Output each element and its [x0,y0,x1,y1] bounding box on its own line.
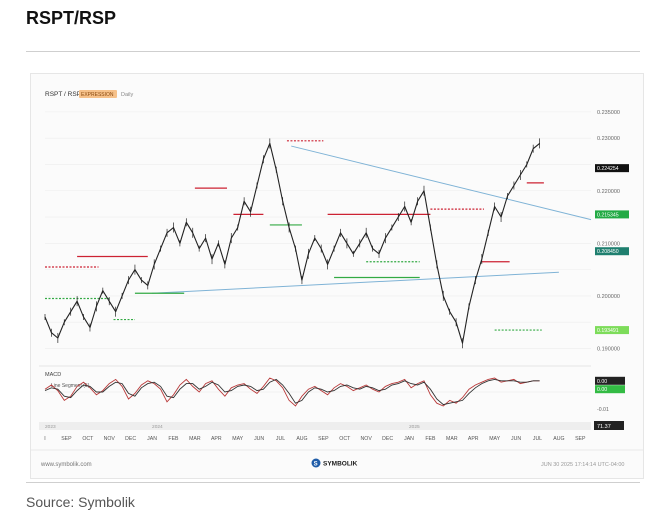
x-tick-label: SEP [61,436,72,442]
top-divider [26,51,640,52]
expression-badge-bg [79,90,117,98]
x-tick-label: DEC [125,436,136,442]
x-tick-label: AUG [296,436,307,442]
x-tick-label: SEP [318,436,329,442]
x-tick-label: DEC [382,436,393,442]
macd-legend: Line Segment (5) [51,383,90,389]
price-tag: 0.215345 [597,212,619,218]
scale-tag-bg [594,421,624,430]
price-tags: 0.224254 0.215345 0.208450 0.193491 [595,164,629,334]
x-tick-label: MAY [489,436,500,442]
macd-tick-label: 0.00 [597,387,607,393]
x-tick-label: MAR [446,436,458,442]
symbolik-logo-icon: S [311,458,321,468]
main-grid [45,111,591,349]
x-tick-label: OCT [82,436,94,442]
price-tag-bg [595,164,629,173]
x-axis: I SEP OCT NOV DEC JAN FEB MAR APR MAY JUN JUL AUG SEP… [44,424,586,442]
macd-tag-bg [595,376,625,385]
x-tick-label: APR [468,436,479,442]
footer-brand: SYMBOLIK [323,461,358,468]
trendline-lower [152,271,559,294]
y-tick-label: 0.235000 [597,110,620,116]
price-tag: 0.193491 [597,328,619,334]
year-marker: 2025 [409,424,420,430]
expression-badge: EXPRESSION [81,92,114,98]
macd-title: MACD [45,372,61,378]
y-tick-label: 0.220000 [597,189,620,195]
macd-tag-bg [595,385,625,394]
y-tick-label: 0.200000 [597,294,620,300]
macd-tick-label: -0.01 [597,407,609,413]
x-tick-label: I [44,436,45,442]
x-tick-label: NOV [104,436,116,442]
x-axis-band [39,422,591,430]
scale-tag: 71.37 [597,424,611,430]
year-marker: 2023 [45,424,56,430]
x-tick-label: APR [211,436,222,442]
y-tick-label: 0.230000 [597,136,620,142]
x-tick-label: JAN [404,436,414,442]
macd-panel: 0.00 0.00 -0.01 [44,376,625,413]
interval-label: Daily [121,92,133,98]
x-tick-label: FEB [425,436,436,442]
x-tick-label: NOV [361,436,373,442]
year-marker: 2024 [152,424,163,430]
series-line [44,142,540,344]
footer-timestamp: JUN 30 2025 17:14:14 UTC-04:00 [541,462,624,468]
x-tick-label: MAY [232,436,243,442]
x-tick-label: FEB [168,436,179,442]
bottom-divider [26,482,640,483]
price-series [44,138,540,349]
macd-tick-label: 0.00 [597,379,607,385]
trendline-upper [291,145,592,221]
y-tick-label: 0.210000 [597,241,620,247]
price-tag-bg [595,326,629,335]
price-tag: 0.208450 [597,249,619,255]
x-tick-label: AUG [553,436,564,442]
chart-frame: RSPT / RSP EXPRESSION Daily 0.190000 0.20… [30,73,644,479]
x-tick-label: JAN [147,436,157,442]
footer-website[interactable]: www.symbolik.com [40,462,92,468]
source-caption: Source: Symbolik [26,494,135,510]
x-tick-label: OCT [339,436,351,442]
x-tick-label: SEP [575,436,586,442]
x-tick-label: JUL [533,436,542,442]
trendlines [152,145,592,294]
price-tag-bg [595,210,629,219]
macd-macd-line [44,377,540,407]
price-tag-bg [595,247,629,256]
svg-text:S: S [314,462,318,468]
x-tick-label: JUL [276,436,285,442]
macd-signal-line [44,378,540,406]
x-tick-label: MAR [189,436,201,442]
y-tick-label: 0.190000 [597,346,620,352]
price-tag: 0.224254 [597,166,619,172]
y-axis: 0.190000 0.200000 0.210000 0.220000 0.230000… [597,110,620,353]
instrument-label: RSPT / RSP [45,91,81,98]
x-tick-label: JUN [511,436,521,442]
x-tick-label: JUN [254,436,264,442]
chart-svg: RSPT / RSP EXPRESSION Daily 0.190000 0.20… [31,90,643,468]
page-title: RSPT/RSP [26,8,117,28]
